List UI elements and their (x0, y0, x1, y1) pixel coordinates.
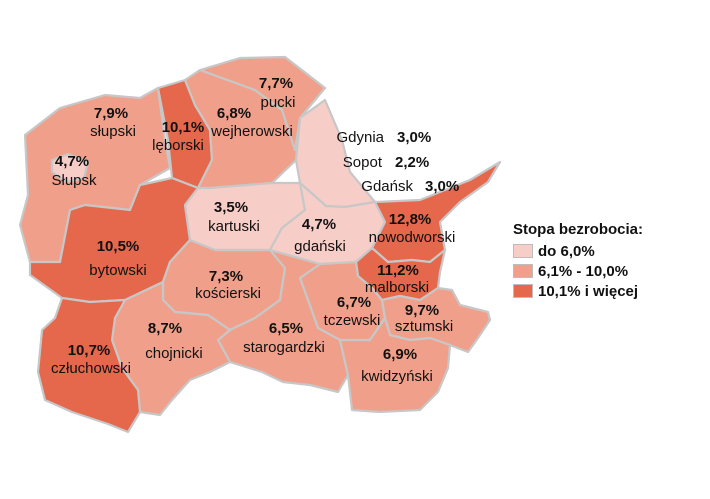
svg-text:chojnicki: chojnicki (145, 345, 203, 362)
region-czluchowski[interactable] (36, 296, 142, 434)
legend-item-low: do 6,0% (513, 241, 643, 261)
svg-text:7,7%: 7,7% (259, 75, 293, 92)
label-wejherowski: 6,8% wejherowski (210, 105, 293, 140)
label-nowodworski: 12,8% nowodworski (369, 211, 456, 246)
svg-text:słupski: słupski (90, 123, 136, 140)
legend-item-high: 10,1% i więcej (513, 281, 643, 301)
label-czluchowski: 10,7% człuchowski (51, 342, 131, 377)
svg-text:nowodworski: nowodworski (369, 229, 456, 246)
region-starogardzki[interactable] (216, 248, 350, 394)
svg-text:7,3%: 7,3% (209, 268, 243, 285)
svg-text:6,9%: 6,9% (383, 346, 417, 363)
label-leborski: 10,1% lęborski (152, 119, 204, 154)
svg-text:bytowski: bytowski (89, 262, 147, 279)
label-gdynia: Gdynia 3,0% (336, 129, 431, 146)
label-gdanski: 4,7% gdański (294, 216, 346, 255)
svg-text:4,7%: 4,7% (302, 216, 336, 233)
svg-text:10,1%: 10,1% (162, 119, 205, 136)
svg-text:kartuski: kartuski (208, 218, 260, 235)
svg-text:kościerski: kościerski (195, 285, 261, 302)
svg-text:Słupsk: Słupsk (51, 172, 97, 189)
legend-label-high: 10,1% i więcej (538, 282, 639, 300)
svg-text:3,0%: 3,0% (425, 178, 459, 195)
legend-label-mid: 6,1% - 10,0% (538, 262, 629, 280)
region-slupsk[interactable] (50, 152, 90, 184)
svg-text:6,5%: 6,5% (269, 320, 303, 337)
svg-text:9,7%: 9,7% (405, 302, 439, 319)
svg-text:7,9%: 7,9% (94, 105, 128, 122)
svg-text:Gdynia: Gdynia (336, 129, 384, 146)
svg-text:11,2%: 11,2% (377, 262, 419, 279)
svg-text:6,8%: 6,8% (217, 105, 251, 122)
label-sopot: Sopot 2,2% (343, 154, 429, 171)
svg-text:lęborski: lęborski (152, 137, 204, 154)
label-koscierski: 7,3% kościerski (195, 268, 261, 302)
svg-text:Gdańsk: Gdańsk (361, 178, 413, 195)
svg-text:starogardzki: starogardzki (243, 339, 325, 356)
label-kwidzynski: 6,9% kwidzyński (361, 346, 433, 385)
svg-text:12,8%: 12,8% (389, 211, 432, 228)
legend: Stopa bezrobocia: do 6,0% 6,1% - 10,0% 1… (513, 221, 643, 301)
svg-text:sztumski: sztumski (395, 318, 453, 335)
svg-text:Sopot: Sopot (343, 154, 383, 171)
svg-text:malborski: malborski (365, 279, 429, 296)
legend-label-low: do 6,0% (538, 242, 595, 260)
label-malborski: 11,2% malborski (365, 262, 429, 296)
svg-text:2,2%: 2,2% (395, 154, 429, 171)
label-chojnicki: 8,7% chojnicki (145, 320, 203, 362)
svg-text:10,5%: 10,5% (97, 238, 140, 255)
svg-text:gdański: gdański (294, 238, 346, 255)
svg-text:3,5%: 3,5% (214, 199, 248, 216)
svg-text:kwidzyński: kwidzyński (361, 368, 433, 385)
legend-title: Stopa bezrobocia: (513, 221, 644, 238)
legend-item-mid: 6,1% - 10,0% (513, 261, 643, 281)
label-tczewski: 6,7% tczewski (324, 294, 381, 329)
svg-text:8,7%: 8,7% (148, 320, 182, 337)
legend-swatch-high (513, 284, 533, 298)
svg-text:pucki: pucki (260, 94, 295, 111)
label-slupski: 7,9% słupski (90, 105, 136, 140)
label-slupsk: 4,7% Słupsk (51, 153, 97, 189)
svg-text:człuchowski: człuchowski (51, 360, 131, 377)
label-gdansk: Gdańsk 3,0% (361, 178, 459, 195)
svg-text:wejherowski: wejherowski (210, 123, 293, 140)
svg-text:3,0%: 3,0% (397, 129, 431, 146)
label-kartuski: 3,5% kartuski (208, 199, 260, 235)
svg-text:6,7%: 6,7% (337, 294, 371, 311)
svg-text:10,7%: 10,7% (68, 342, 111, 359)
region-kwidzynski[interactable] (338, 316, 452, 414)
svg-text:tczewski: tczewski (324, 312, 381, 329)
legend-swatch-low (513, 244, 533, 258)
label-pucki: 7,7% pucki (259, 75, 296, 111)
label-sztumski: 9,7% sztumski (395, 302, 453, 335)
svg-text:4,7%: 4,7% (55, 153, 89, 170)
label-starogardzki: 6,5% starogardzki (243, 320, 325, 356)
legend-swatch-mid (513, 264, 533, 278)
label-bytowski: 10,5% bytowski (89, 238, 147, 279)
